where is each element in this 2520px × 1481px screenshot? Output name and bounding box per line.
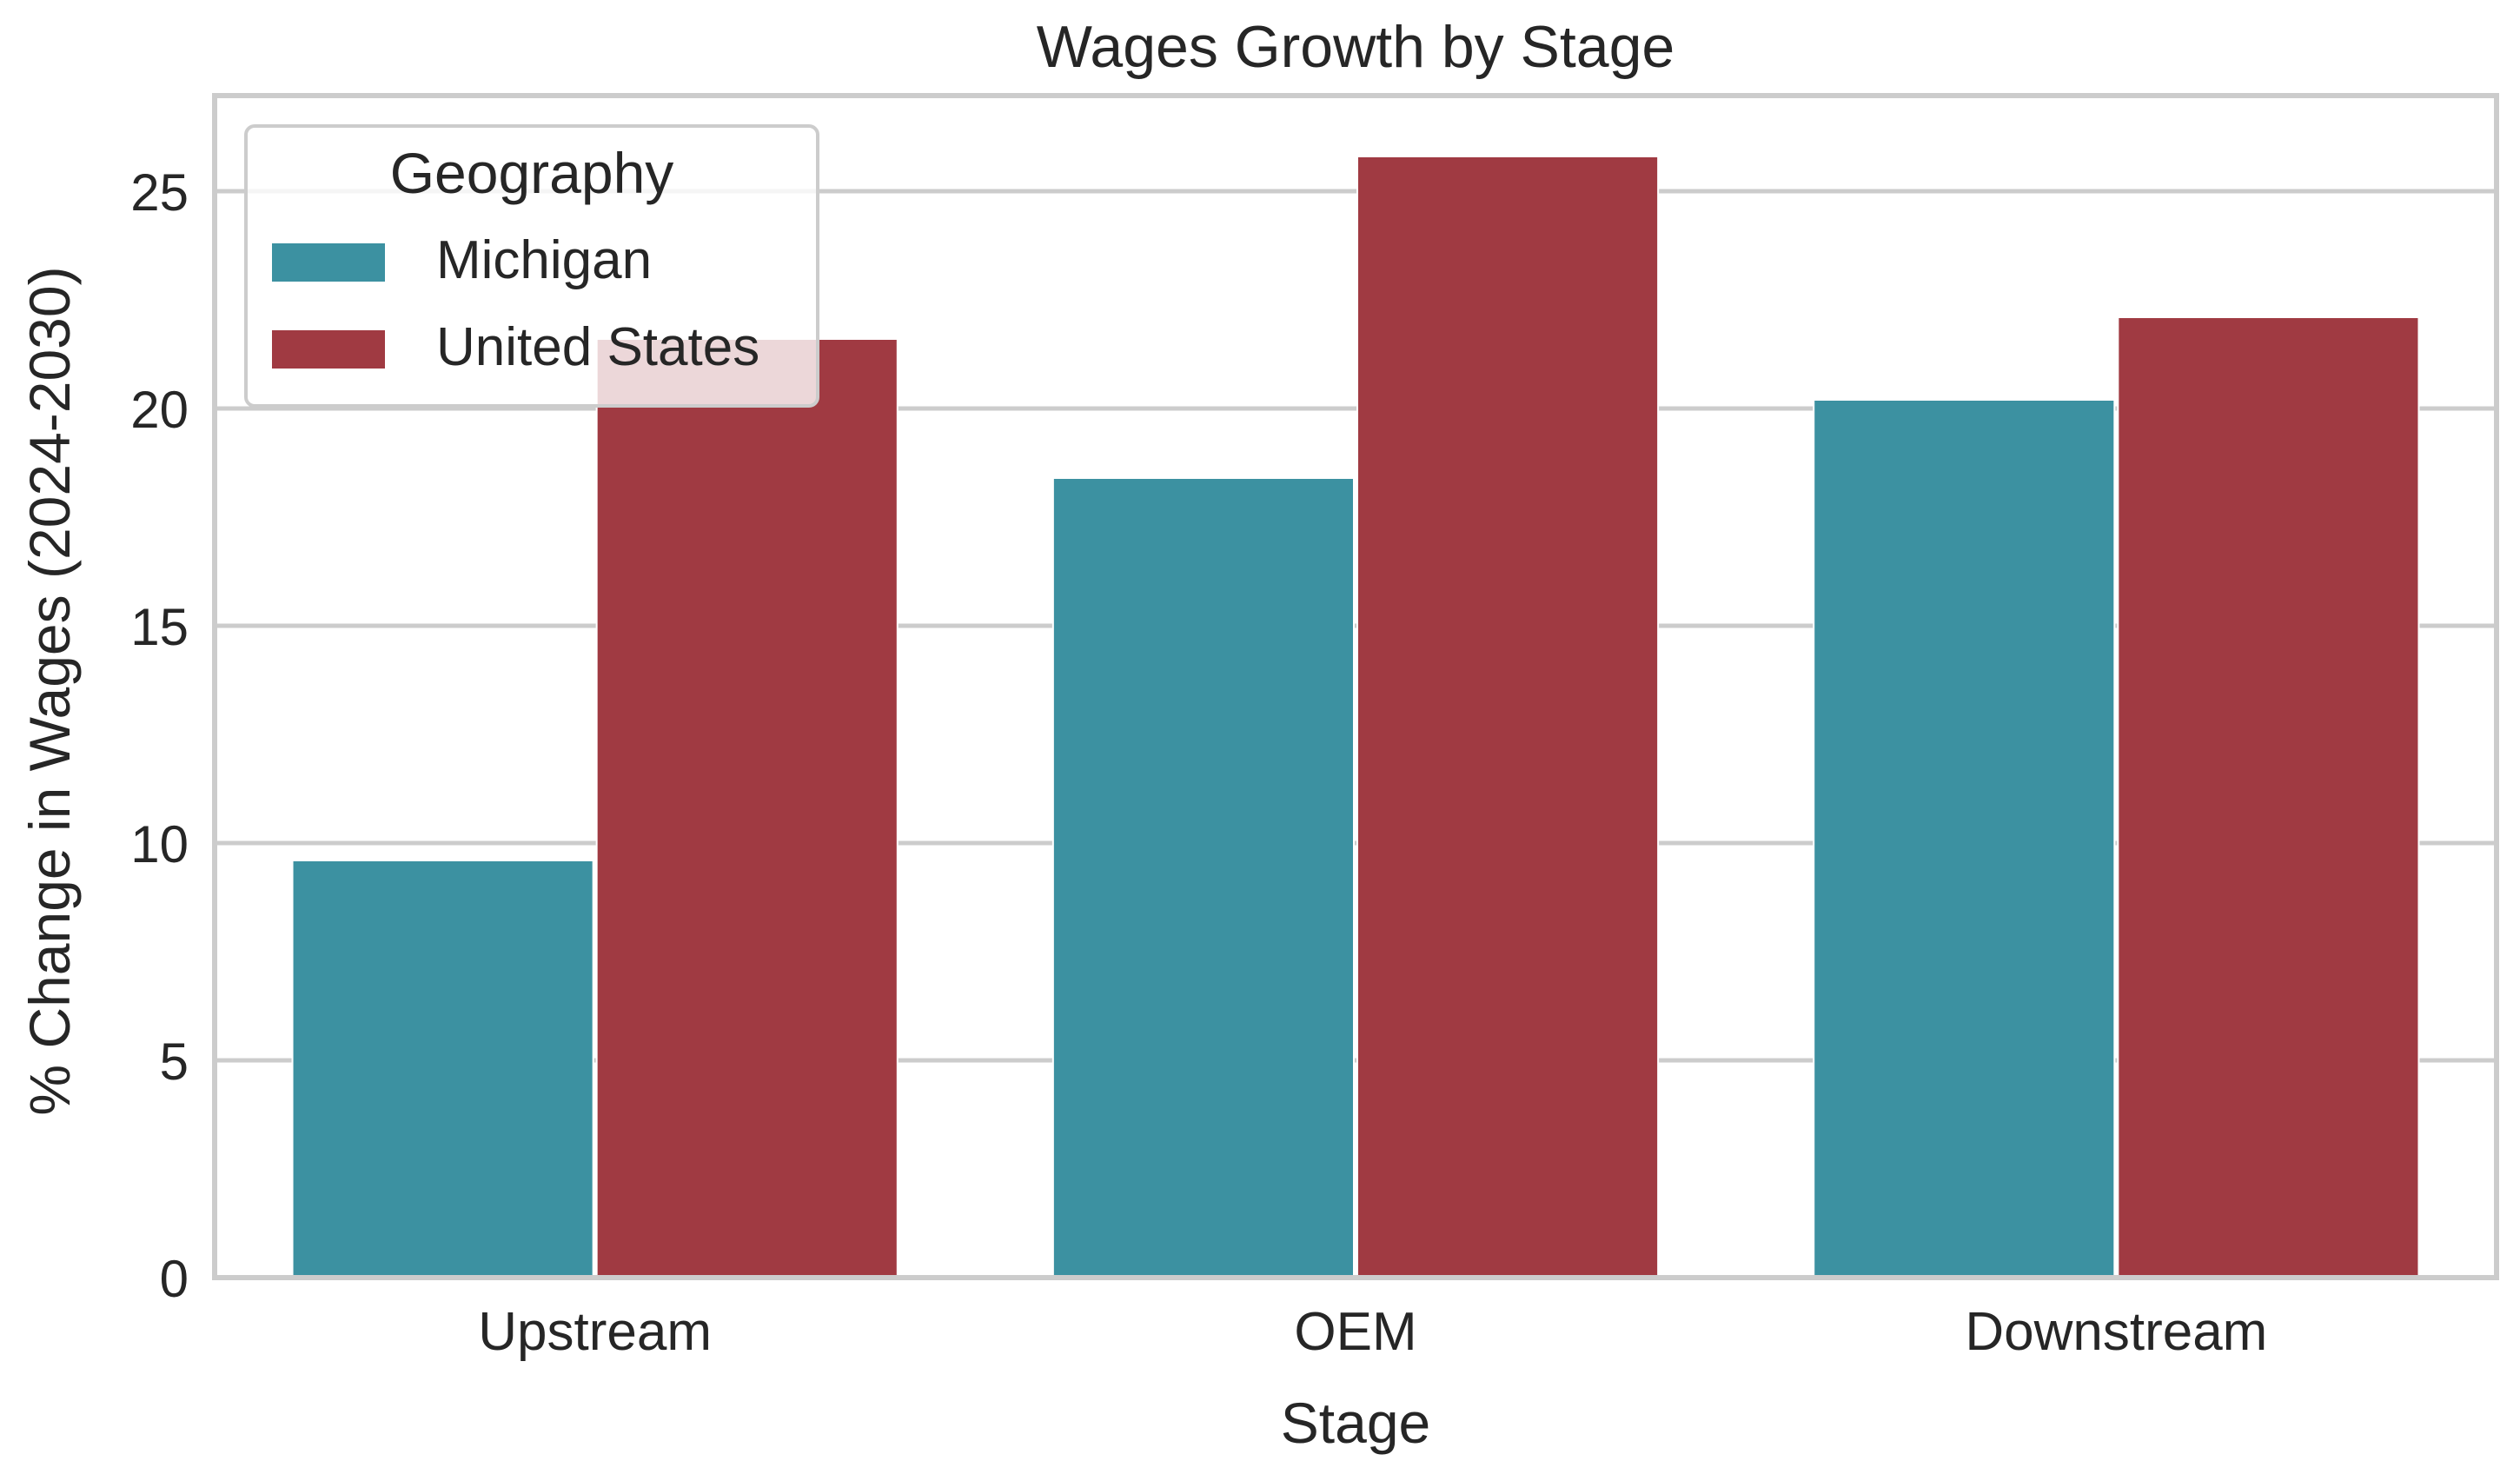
legend-swatch-united-states — [272, 330, 385, 369]
bar-united-states-downstream — [2117, 316, 2420, 1278]
bars — [291, 156, 2420, 1278]
y-tick-label-2: 10 — [130, 815, 189, 873]
y-tick-label-0: 0 — [160, 1250, 189, 1308]
x-tick-label-upstream: Upstream — [478, 1302, 712, 1362]
y-tick-label-4: 20 — [130, 381, 189, 439]
axes-frame — [212, 93, 2499, 1280]
legend-title: Geography — [390, 141, 674, 205]
y-axis-label: % Change in Wages (2024-2030) — [17, 266, 82, 1115]
legend-box — [244, 124, 819, 408]
bar-michigan-upstream — [291, 860, 594, 1278]
x-tick-label-downstream: Downstream — [1965, 1302, 2267, 1362]
bar-michigan-downstream — [1813, 399, 2116, 1278]
legend-label-united-states: United States — [436, 317, 759, 377]
y-tick-label-5: 25 — [130, 163, 189, 222]
y-tick-labels: 0 5 10 15 20 25 — [130, 163, 189, 1308]
x-tick-labels: Upstream OEM Downstream — [478, 1302, 2267, 1362]
y-tick-label-1: 5 — [160, 1033, 189, 1091]
bar-united-states-upstream — [595, 338, 899, 1278]
bar-united-states-oem — [1356, 156, 1660, 1278]
legend-swatch-michigan — [272, 243, 385, 282]
legend: Geography Michigan United States — [244, 124, 819, 408]
bar-michigan-oem — [1051, 477, 1356, 1278]
plot-frame — [212, 93, 2499, 1280]
y-tick-label-3: 15 — [130, 598, 189, 656]
legend-label-michigan: Michigan — [436, 230, 652, 290]
x-axis-label: Stage — [1281, 1391, 1430, 1455]
chart-title: Wages Growth by Stage — [1037, 14, 1675, 80]
x-tick-label-oem: OEM — [1294, 1302, 1416, 1362]
